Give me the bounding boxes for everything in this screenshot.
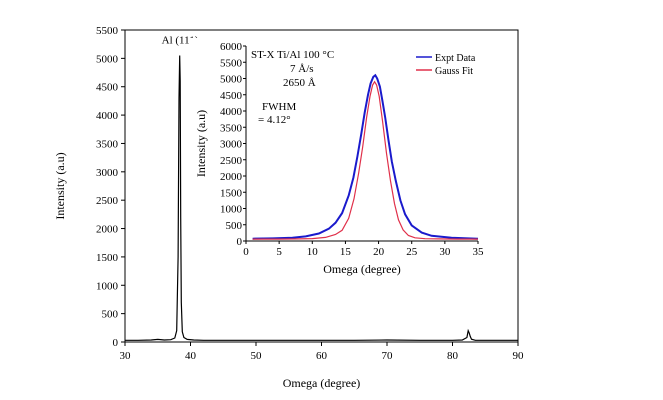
inset-x-tick-label: 35	[473, 246, 485, 258]
main-y-tick-label: 5000	[96, 53, 119, 65]
inset-x-tick-label: 10	[307, 246, 319, 258]
inset-fwhm-value: = 4.12°	[258, 114, 291, 126]
inset-series-gauss-fit	[252, 80, 478, 240]
main-y-tick-label: 0	[113, 337, 119, 349]
main-x-tick-label: 50	[251, 350, 263, 362]
peak-label: Al (111)	[162, 35, 199, 47]
inset-series-expt-data	[252, 73, 479, 240]
inset-x-tick-label: 20	[373, 246, 385, 258]
inset-chart: 0 500 1000 1500 2000 2500 3000 3500 4000 4500 5000…	[190, 38, 500, 278]
inset-y-tick-label: 2500	[220, 155, 243, 167]
inset-y-tick-label: 0	[237, 236, 243, 248]
main-x-tick-label: 60	[316, 350, 328, 362]
inset-sample-label: ST-X Ti/Al 100 °C	[251, 49, 334, 61]
main-y-tick-label: 1000	[96, 280, 119, 292]
inset-axis-lines	[245, 46, 478, 242]
inset-y-tick-label: 5500	[220, 57, 243, 69]
legend-label-gauss-fit: Gauss Fit	[435, 66, 473, 77]
main-y-tick-label: 2000	[96, 224, 119, 236]
inset-y-tick-label: 5000	[220, 74, 243, 86]
main-y-tick-label: 3500	[96, 138, 119, 150]
main-x-tick-label: 70	[382, 350, 394, 362]
inset-y-tick-label: 3000	[220, 139, 243, 151]
main-y-tick-label: 500	[102, 309, 119, 321]
main-y-tick-label: 4500	[96, 82, 119, 94]
inset-y-tick-label: 4500	[220, 90, 243, 102]
main-y-tick-label: 5500	[96, 25, 119, 37]
inset-y-axis: 0 500 1000 1500 2000 2500 3000 3500 4000 4500 5000…	[220, 41, 246, 248]
inset-y-tick-label: 3500	[220, 122, 243, 134]
inset-legend: Expt Data Gauss Fit	[416, 53, 476, 77]
main-chart: 0500100015002000250030003500400045005000…	[53, 25, 524, 390]
inset-y-axis-title: Intensity (a.u)	[194, 110, 208, 177]
main-x-tick-label: 30	[120, 350, 132, 362]
main-y-axis: 0 500 1000 1500 2000 2500 3000 3500 4000 4500 5000…	[96, 25, 125, 349]
inset-y-tick-label: 4000	[220, 106, 243, 118]
main-x-tick-label: 80	[447, 350, 459, 362]
inset-x-tick-label: 25	[406, 246, 418, 258]
main-x-axis-title: Omega (degree)	[283, 376, 361, 390]
inset-y-tick-label: 500	[226, 220, 243, 232]
main-series-line	[125, 55, 518, 341]
inset-y-tick-label: 1000	[220, 204, 243, 216]
main-x-tick-label: 90	[513, 350, 525, 362]
inset-x-tick-label: 30	[439, 246, 451, 258]
inset-x-axis: 0 5 10 15 20 25 30 35	[243, 241, 484, 258]
inset-fwhm-label: FWHM	[262, 101, 296, 113]
main-x-axis: 30 40 50 60 70 80 90	[120, 342, 525, 362]
inset-x-tick-label: 0	[243, 246, 249, 258]
main-y-tick-label: 4000	[96, 110, 119, 122]
main-x-tick-label: 40	[185, 350, 197, 362]
legend-label-expt-data: Expt Data	[435, 53, 476, 64]
inset-thickness-label: 2650 Å	[283, 77, 316, 89]
main-y-tick-label: 1500	[96, 252, 119, 264]
inset-y-tick-label: 6000	[220, 41, 243, 53]
inset-x-tick-label: 5	[276, 246, 282, 258]
inset-y-tick-label: 1500	[220, 187, 243, 199]
inset-y-tick-label: 2000	[220, 171, 243, 183]
main-y-tick-label: 2500	[96, 195, 119, 207]
main-y-tick-label: 3000	[96, 167, 119, 179]
inset-rate-label: 7 Å/s	[290, 63, 314, 75]
main-y-axis-title: Intensity (a.u)	[53, 152, 67, 219]
inset-x-tick-label: 15	[340, 246, 352, 258]
inset-x-axis-title: Omega (degree)	[323, 262, 401, 276]
